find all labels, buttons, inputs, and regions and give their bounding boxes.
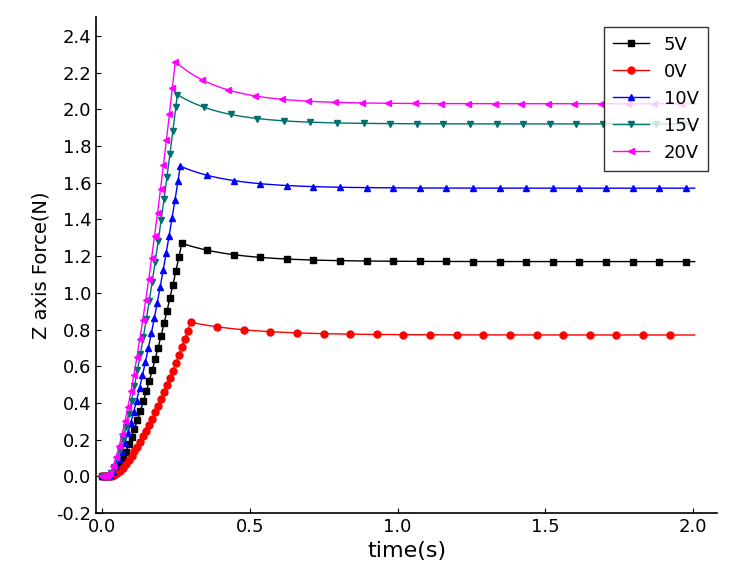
20V xyxy=(98,473,106,480)
Legend: 5V, 0V, 10V, 15V, 20V: 5V, 0V, 10V, 15V, 20V xyxy=(604,26,708,171)
10V xyxy=(125,425,134,432)
10V xyxy=(302,183,310,190)
20V xyxy=(125,396,134,403)
5V xyxy=(177,240,186,247)
15V xyxy=(625,121,634,128)
15V xyxy=(585,121,594,128)
15V xyxy=(171,103,180,110)
X-axis label: time(s): time(s) xyxy=(367,542,446,561)
5V xyxy=(302,257,310,264)
0V xyxy=(585,332,594,339)
5V xyxy=(126,437,134,444)
10V xyxy=(571,185,579,192)
10V xyxy=(98,473,106,480)
0V xyxy=(171,360,180,367)
5V xyxy=(690,258,699,265)
15V xyxy=(98,473,106,480)
5V xyxy=(220,250,229,257)
0V xyxy=(415,331,424,338)
15V xyxy=(415,120,424,127)
20V xyxy=(221,86,230,93)
20V xyxy=(571,100,580,107)
0V xyxy=(186,319,195,326)
0V xyxy=(98,473,106,480)
10V xyxy=(220,175,229,182)
20V xyxy=(691,100,700,107)
0V xyxy=(406,331,415,338)
20V xyxy=(302,97,311,104)
5V xyxy=(98,473,106,480)
20V xyxy=(287,97,296,104)
10V xyxy=(690,185,699,192)
15V xyxy=(470,120,479,127)
10V xyxy=(176,163,185,170)
5V xyxy=(287,256,296,263)
Y-axis label: Z axis Force(N): Z axis Force(N) xyxy=(32,191,51,339)
0V xyxy=(470,331,479,338)
15V xyxy=(690,121,699,128)
0V xyxy=(690,332,699,339)
Line: 0V: 0V xyxy=(98,319,698,480)
10V xyxy=(358,184,367,191)
Line: 5V: 5V xyxy=(98,240,698,480)
15V xyxy=(406,120,415,127)
Line: 20V: 20V xyxy=(98,58,699,480)
20V xyxy=(171,58,180,65)
15V xyxy=(173,91,182,98)
5V xyxy=(571,258,579,265)
0V xyxy=(625,332,634,339)
20V xyxy=(358,100,367,107)
10V xyxy=(287,182,296,189)
5V xyxy=(358,258,367,265)
Line: 15V: 15V xyxy=(98,91,698,480)
Line: 10V: 10V xyxy=(98,163,698,480)
